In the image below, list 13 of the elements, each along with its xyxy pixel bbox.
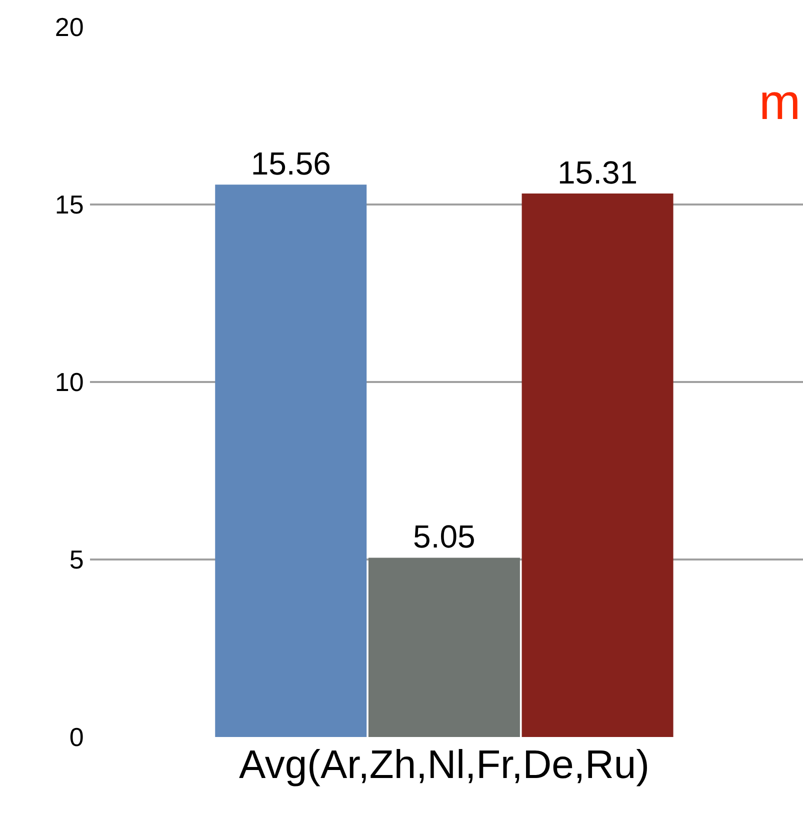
y-tick-label: 5: [69, 544, 84, 575]
bar: [522, 194, 674, 737]
y-tick-label: 15: [54, 190, 84, 220]
annotation: m: [759, 74, 801, 130]
bar: [215, 184, 367, 737]
x-tick-label: Avg(Ar,Zh,Nl,Fr,De,Ru): [238, 743, 650, 787]
data-label: 5.05: [413, 518, 476, 555]
y-tick-label: 10: [54, 367, 84, 398]
data-label: 15.31: [557, 154, 638, 190]
data-label: 15.56: [250, 146, 331, 182]
y-tick-label: 0: [69, 722, 84, 752]
bar: [368, 558, 520, 737]
y-tick-label: 20: [54, 12, 84, 42]
